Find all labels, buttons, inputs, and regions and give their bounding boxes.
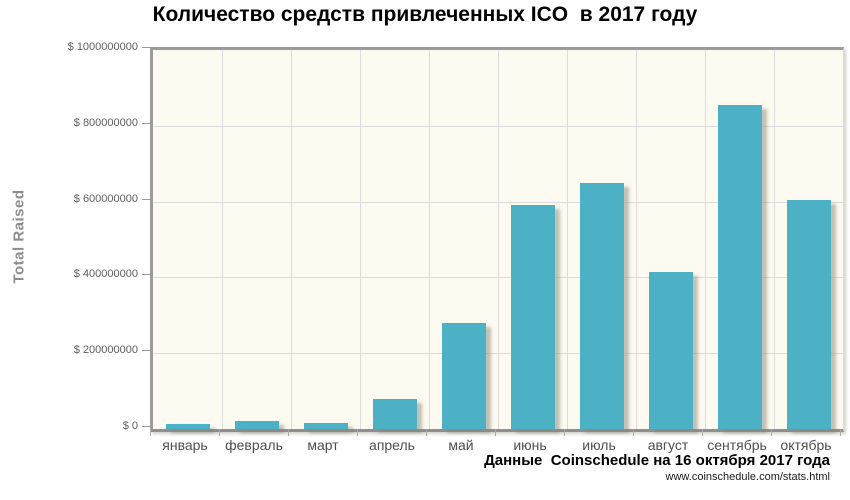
vertical-gridline xyxy=(429,50,430,429)
bar-март xyxy=(304,423,348,429)
y-axis-tick-label: $ 0 xyxy=(122,420,138,432)
x-axis-tick-mark xyxy=(633,429,634,436)
y-axis-tick-label: $ 1000000000 xyxy=(67,41,138,53)
x-axis-label-июль: июль xyxy=(582,437,616,453)
y-axis-tick-label: $ 800000000 xyxy=(73,117,138,129)
vertical-gridline xyxy=(291,50,292,429)
chart-title: Количество средств привлеченных ICO в 20… xyxy=(152,3,698,26)
bar-октябрь xyxy=(787,200,831,429)
bar-февраль xyxy=(235,421,279,429)
x-axis-tick-mark xyxy=(564,429,565,436)
y-axis-tick-label: $ 400000000 xyxy=(73,268,138,280)
x-axis-tick-mark xyxy=(219,429,220,436)
vertical-gridline xyxy=(360,50,361,429)
x-axis-label-апрель: апрель xyxy=(369,437,415,453)
x-axis-label-июнь: июнь xyxy=(513,437,547,453)
vertical-gridline xyxy=(636,50,637,429)
x-axis-tick-mark xyxy=(150,429,151,436)
bar-июнь xyxy=(511,205,555,429)
x-axis-tick-mark xyxy=(840,429,841,436)
bar-январь xyxy=(166,424,210,429)
x-axis-label-октябрь: октябрь xyxy=(780,437,832,453)
y-axis-tick-mark xyxy=(142,350,150,351)
vertical-gridline xyxy=(222,50,223,429)
vertical-gridline xyxy=(567,50,568,429)
bar-апрель xyxy=(373,399,417,429)
x-axis-tick-mark xyxy=(495,429,496,436)
x-axis-label-май: май xyxy=(448,437,474,453)
x-axis-tick-mark xyxy=(426,429,427,436)
bar-сентябрь xyxy=(718,105,762,429)
vertical-gridline xyxy=(498,50,499,429)
footer: Данные Coinschedule на 16 октября 2017 г… xyxy=(484,452,830,483)
x-axis-label-февраль: февраль xyxy=(225,437,283,453)
x-axis-label-август: август xyxy=(647,437,689,453)
x-axis-label-март: март xyxy=(307,437,339,453)
data-source-note: Данные Coinschedule на 16 октября 2017 г… xyxy=(484,452,830,469)
y-axis-tick-mark xyxy=(142,426,150,427)
plot-area xyxy=(150,47,844,432)
data-source-url: www.coinschedule.com/stats.html xyxy=(665,471,830,483)
bar-май xyxy=(442,323,486,429)
y-axis-tick-mark xyxy=(142,123,150,124)
vertical-gridline xyxy=(705,50,706,429)
x-axis-label-сентябрь: сентябрь xyxy=(707,437,767,453)
y-axis-tick-label: $ 600000000 xyxy=(73,193,138,205)
x-axis-tick-mark xyxy=(357,429,358,436)
x-axis-tick-mark xyxy=(288,429,289,436)
y-axis-tick-label: $ 200000000 xyxy=(73,344,138,356)
bar-июль xyxy=(580,183,624,429)
y-axis-tick-mark xyxy=(142,47,150,48)
x-axis-label-январь: январь xyxy=(162,437,208,453)
x-axis-tick-mark xyxy=(771,429,772,436)
y-axis-tick-mark xyxy=(142,199,150,200)
bar-август xyxy=(649,272,693,429)
y-axis-tick-mark xyxy=(142,274,150,275)
vertical-gridline xyxy=(774,50,775,429)
x-axis-tick-mark xyxy=(702,429,703,436)
